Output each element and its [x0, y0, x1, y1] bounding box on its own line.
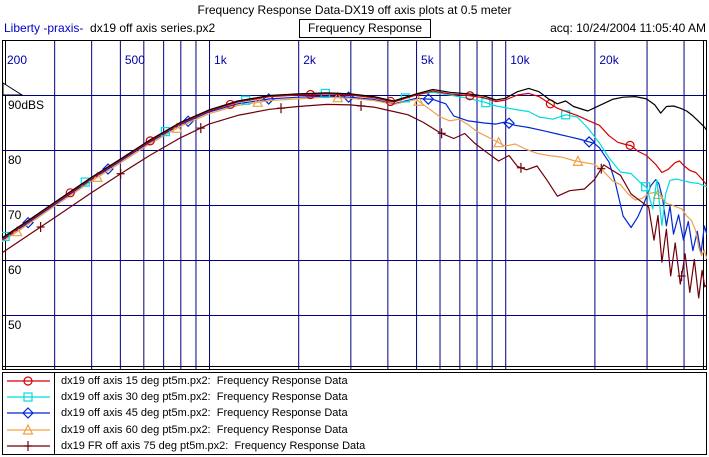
triangle-marker-icon	[252, 95, 264, 107]
file-info: Liberty -praxis- dx19 off axis series.px…	[4, 21, 215, 35]
curve-on-axis-reference	[1, 87, 708, 239]
diamond-marker-icon	[22, 216, 34, 229]
plot-type-label: Frequency Response	[299, 19, 432, 38]
file-name: dx19 off axis series.px2	[83, 21, 216, 35]
square-marker-icon	[400, 93, 410, 103]
curve-off-axis-60deg	[1, 96, 708, 260]
circle-marker-icon	[145, 136, 155, 146]
legend-entry-off-axis-45deg[interactable]: dx19 off axis 45 deg pt5m.px2: Frequency…	[61, 407, 348, 420]
diamond-marker-icon	[22, 407, 34, 420]
square-marker-icon	[23, 392, 33, 402]
freq-tick-label: 200	[7, 53, 27, 67]
legend-entry-off-axis-30deg[interactable]: dx19 off axis 30 deg pt5m.px2: Frequency…	[61, 391, 348, 404]
curve-off-axis-75deg	[1, 103, 708, 299]
diamond-marker-icon	[102, 163, 114, 175]
db-tick-label: 60	[8, 263, 22, 277]
diamond-marker-icon	[182, 115, 194, 128]
freq-tick-label: 2k	[303, 53, 317, 67]
curve-off-axis-15deg	[1, 90, 708, 240]
freq-tick-label: 20k	[599, 53, 619, 67]
triangle-marker-icon	[332, 91, 344, 103]
square-marker-icon	[641, 182, 651, 192]
triangle-marker-icon	[22, 423, 34, 435]
legend-marker-off-axis-60deg	[3, 422, 54, 438]
triangle-marker-icon	[652, 188, 664, 200]
plot-frame	[2, 40, 707, 370]
db-tick-label: 80	[8, 153, 22, 167]
db-tick-label: 90dBS	[8, 98, 44, 112]
square-marker-icon	[0, 231, 10, 242]
legend-marker-off-axis-45deg	[3, 405, 54, 421]
legend-marker-off-axis-15deg	[3, 373, 54, 389]
diamond-marker-icon	[422, 93, 435, 105]
legend: dx19 off axis 15 deg pt5m.px2: Frequency…	[2, 372, 707, 455]
circle-marker-icon	[65, 188, 75, 198]
plot-title: Frequency Response Data-DX19 off axis pl…	[197, 3, 512, 17]
triangle-marker-icon	[572, 155, 584, 166]
db-tick-label: 70	[8, 208, 22, 222]
legend-entry-off-axis-75deg[interactable]: dx19 FR off axis 75 deg pt5m.px2: Freque…	[61, 439, 366, 452]
legend-label-column: dx19 off axis 15 deg pt5m.px2: Frequency…	[55, 373, 706, 454]
triangle-marker-icon	[91, 171, 103, 182]
legend-entry-off-axis-15deg[interactable]: dx19 off axis 15 deg pt5m.px2: Frequency…	[61, 375, 348, 388]
legend-entry-off-axis-60deg[interactable]: dx19 off axis 60 deg pt5m.px2: Frequency…	[61, 423, 348, 436]
freq-tick-label: 5k	[421, 53, 435, 67]
legend-marker-off-axis-75deg	[3, 438, 54, 454]
frequency-response-plot[interactable]: 200 500 1k 2k 5k 10k 20k 90dBS 80 70 60 50	[0, 40, 708, 370]
circle-marker-icon	[23, 376, 33, 386]
triangle-marker-icon	[413, 94, 425, 106]
triangle-marker-icon	[171, 121, 183, 133]
freq-tick-label: 10k	[510, 53, 530, 67]
cursor-wedge-icon[interactable]	[2, 82, 24, 96]
circle-marker-icon	[465, 91, 475, 101]
freq-tick-label: 1k	[214, 53, 228, 67]
square-marker-icon	[80, 177, 90, 187]
curve-off-axis-45deg	[1, 95, 708, 254]
app-name: Liberty -praxis-	[4, 21, 84, 35]
freq-tick-label: 500	[125, 53, 145, 67]
circle-marker-icon	[385, 96, 396, 107]
legend-marker-off-axis-30deg	[3, 389, 54, 405]
circle-marker-icon	[305, 89, 316, 100]
legend-marker-column	[3, 373, 55, 454]
square-marker-icon	[160, 127, 170, 137]
diamond-marker-icon	[583, 136, 595, 148]
diamond-marker-icon	[503, 117, 515, 130]
acquisition-timestamp: acq: 10/24/2004 11:05:40 AM	[550, 21, 706, 35]
triangle-marker-icon	[493, 136, 505, 148]
circle-marker-icon	[625, 140, 635, 151]
db-tick-label: 50	[8, 318, 22, 332]
plot-area[interactable]: 200 500 1k 2k 5k 10k 20k 90dBS 80 70 60 50	[0, 40, 708, 370]
